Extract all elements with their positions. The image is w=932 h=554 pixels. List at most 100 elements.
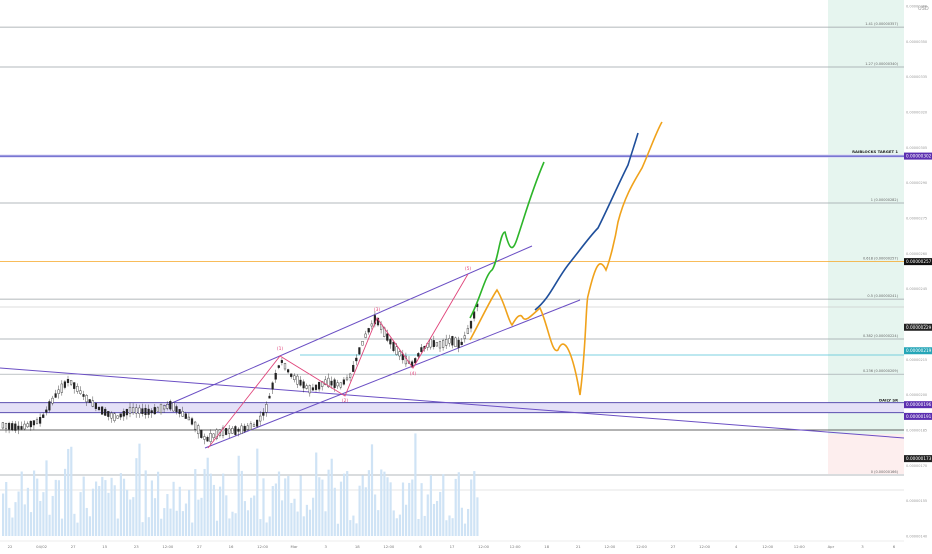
volume-bar [163,508,166,536]
candle-body [268,395,271,399]
candle-body [321,381,324,387]
candle-body [265,404,268,413]
volume-bar [23,504,26,536]
candle-body [193,421,197,430]
x-axis-tick: 6 [893,544,896,549]
fib-level-label: 0.382 (0.00000224) [863,334,899,338]
volume-bar [423,515,426,536]
volume-bar [436,500,439,536]
candle-body [175,406,178,413]
price-axis-tick: 0.00000185 [906,429,927,433]
green-projection-path [469,161,545,319]
x-axis-tick: Mar [291,544,299,549]
candle-body [392,341,395,351]
fib-level-label: 0 (0.00000166) [871,470,899,474]
candle-body [327,377,330,388]
x-axis-tick: 12:00 [699,544,711,549]
volume-bar [57,480,60,536]
x-axis-tick: 18 [544,544,549,549]
candle-body [14,423,17,431]
fib-level-label: 0.5 (0.00000241) [867,294,898,298]
descending-trendline [0,367,905,439]
future-zone-red [828,434,904,474]
volume-bar [259,519,262,536]
volume-bar [457,472,460,536]
x-axis-tick: 12:00 [604,544,616,549]
volume-bar [29,512,33,536]
candle-body [11,423,14,431]
wave-label: (5) [465,266,472,272]
volume-bar [2,493,5,536]
candle-body [141,408,144,414]
x-axis-tick: 27 [197,544,202,549]
candle-body [147,408,150,415]
volume-bar [429,475,432,536]
volume-bar [299,475,302,536]
volume-bar [67,448,70,536]
candle-body [342,379,345,385]
candle-body [85,395,88,403]
volume-bar [392,510,395,536]
volume-bar [209,473,212,536]
volume-bar [253,495,256,536]
volume-bar [287,476,290,536]
volume-bar [219,486,222,536]
orange-projection-path [469,121,663,396]
candle-body [150,410,153,414]
candle-body [144,407,147,415]
fib-level-label: 1 (0.00000282) [871,198,899,202]
volume-bar [175,510,178,536]
volume-bar [188,489,191,536]
candle-body [7,422,11,430]
volume-bar [107,492,110,536]
volume-bar [191,522,194,536]
candle-body [138,407,141,414]
volume-bar [271,486,274,536]
volume-bar [172,481,175,536]
candle-body [116,415,119,419]
x-axis-tick: 4 [735,544,738,549]
price-badge-bg [904,323,932,331]
volume-bar [265,522,268,536]
candle-body [339,382,342,388]
candle-body [48,401,51,411]
price-axis-tick: 0.00000200 [906,393,927,397]
candle-body [274,372,277,380]
candle-body [237,428,240,432]
candle-body [221,427,225,436]
volume-bar [395,518,398,536]
volume-bar [321,479,324,536]
volume-bar [101,476,104,536]
candle-body [252,424,256,427]
volume-bar [473,471,476,536]
wave-label: (1) [277,346,284,352]
candle-body [4,423,8,429]
candle-body [417,353,420,357]
candle-body [308,385,311,394]
volume-bar [54,479,57,536]
volume-bar [135,458,138,536]
volume-bar [98,485,101,536]
volume-bar [110,477,113,536]
volume-bar [324,511,327,536]
candle-body [445,339,448,346]
volume-bar [386,477,389,536]
volume-bar [268,516,271,536]
x-axis-tick: 17 [450,544,455,549]
volume-bar [157,471,160,536]
candle-body [240,425,243,434]
fib-level-label: 1.41 (0.00000357) [865,22,898,26]
candle-body [122,411,125,417]
volume-bar [144,470,147,536]
candle-body [361,341,364,346]
volume-bar [79,492,82,536]
x-axis-tick: 12:00 [762,544,774,549]
volume-bar [315,452,318,536]
price-badge-text: 0.00000219 [906,348,932,353]
candle-body [349,373,352,378]
candle-body [293,375,296,381]
wave-label: (2) [342,398,349,404]
candle-body [271,382,274,390]
